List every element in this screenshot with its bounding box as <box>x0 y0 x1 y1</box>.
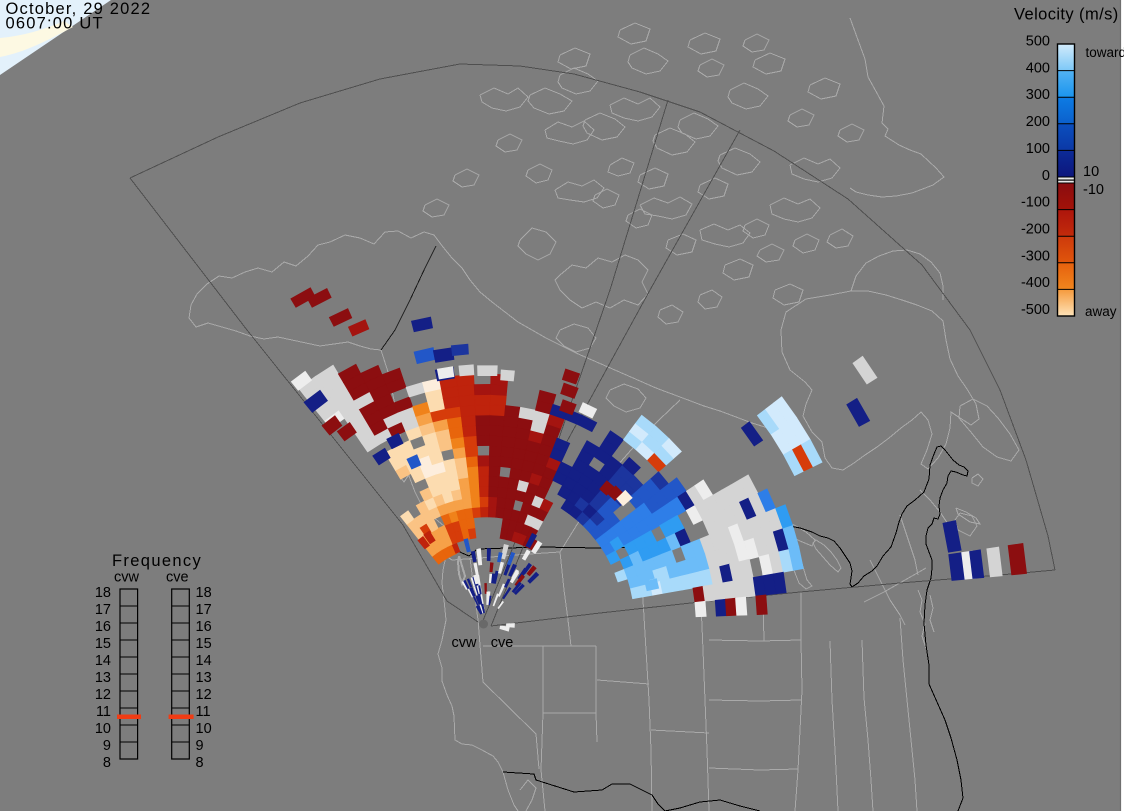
svg-text:away: away <box>1085 304 1117 319</box>
svg-text:14: 14 <box>196 653 212 669</box>
svg-text:Velocity (m/s): Velocity (m/s) <box>1014 6 1119 24</box>
svg-text:cve: cve <box>166 570 189 586</box>
svg-text:10: 10 <box>196 721 212 737</box>
svg-text:toward: toward <box>1086 45 1124 60</box>
svg-text:14: 14 <box>95 653 111 669</box>
svg-text:300: 300 <box>1026 87 1050 103</box>
svg-text:cve: cve <box>491 635 514 651</box>
svg-text:16: 16 <box>95 619 111 635</box>
svg-text:13: 13 <box>196 670 212 686</box>
svg-text:16: 16 <box>196 619 212 635</box>
svg-text:17: 17 <box>196 602 212 618</box>
svg-text:100: 100 <box>1026 141 1050 157</box>
svg-text:9: 9 <box>103 738 111 754</box>
svg-text:0607:00 UT: 0607:00 UT <box>6 15 104 33</box>
svg-text:0: 0 <box>1042 168 1050 184</box>
svg-text:-400: -400 <box>1021 275 1050 291</box>
svg-text:11: 11 <box>196 704 211 720</box>
svg-text:8: 8 <box>196 755 204 771</box>
svg-text:-500: -500 <box>1021 302 1050 318</box>
svg-text:10: 10 <box>1083 164 1099 180</box>
svg-text:17: 17 <box>95 602 111 618</box>
svg-text:-300: -300 <box>1021 248 1050 264</box>
svg-text:12: 12 <box>95 687 111 703</box>
svg-text:400: 400 <box>1026 60 1050 76</box>
svg-text:18: 18 <box>196 585 212 601</box>
svg-text:12: 12 <box>196 687 212 703</box>
svg-text:8: 8 <box>103 755 111 771</box>
svg-text:cvw: cvw <box>452 635 478 651</box>
svg-text:500: 500 <box>1026 34 1050 50</box>
svg-text:10: 10 <box>95 721 111 737</box>
svg-text:October, 29 2022: October, 29 2022 <box>6 0 152 18</box>
svg-text:15: 15 <box>196 636 212 652</box>
svg-text:-200: -200 <box>1021 222 1050 238</box>
svg-text:-10: -10 <box>1083 182 1104 198</box>
svg-text:18: 18 <box>95 585 111 601</box>
svg-text:11: 11 <box>96 704 111 720</box>
svg-text:9: 9 <box>196 738 204 754</box>
svg-text:Frequency: Frequency <box>112 552 202 570</box>
svg-text:cvw: cvw <box>114 570 140 586</box>
svg-text:-100: -100 <box>1021 195 1050 211</box>
svg-text:13: 13 <box>95 670 111 686</box>
svg-text:15: 15 <box>95 636 111 652</box>
svg-text:200: 200 <box>1026 114 1050 130</box>
